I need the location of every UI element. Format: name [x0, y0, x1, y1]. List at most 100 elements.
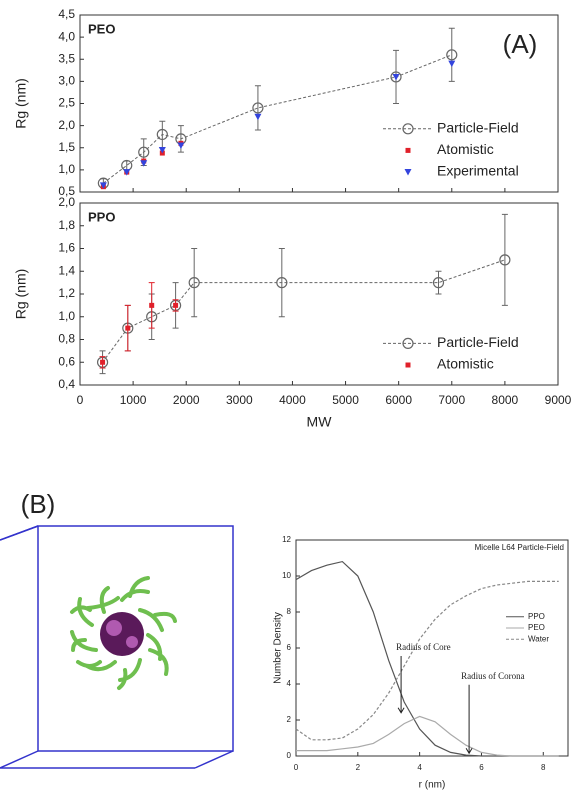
marker	[448, 60, 456, 68]
marker	[99, 182, 107, 189]
series-line	[103, 54, 452, 184]
y-tick-label: 3,0	[58, 74, 75, 88]
panel-label: (B)	[21, 489, 56, 519]
marker	[123, 169, 131, 176]
micelle-render	[0, 525, 234, 769]
chart: 0,5 1,0 1,5 2,0 2,5 3,0 3,5 4,0 4,5 PEO Rg (nm) Par…	[13, 7, 559, 198]
y-tick-label: 10	[282, 571, 291, 580]
chart-title: Micelle L64 Particle-Field	[475, 543, 564, 552]
marker	[392, 73, 400, 81]
series-line	[295, 580, 559, 741]
legend-marker	[404, 169, 412, 176]
marker	[276, 277, 288, 289]
chart-title: PPO	[88, 209, 115, 224]
annotation-arrow	[465, 684, 473, 755]
panel-label: (A)	[503, 29, 538, 59]
x-axis-label: r (nm)	[419, 780, 446, 791]
error-bar	[191, 248, 198, 318]
y-tick-label: 6	[287, 643, 292, 652]
x-tick-label: 4000	[279, 393, 306, 407]
y-tick-label: 1,6	[58, 241, 75, 255]
legend-label: Atomistic	[437, 356, 494, 372]
legend-label: PPO	[528, 612, 545, 621]
y-tick-label: 4,5	[58, 7, 75, 21]
x-tick-label: 5000	[332, 393, 359, 407]
marker	[138, 146, 150, 158]
x-tick-label: 2	[356, 763, 361, 772]
legend-label: Experimental	[437, 163, 519, 179]
x-tick-label: 2000	[173, 393, 200, 407]
y-tick-label: 2,0	[58, 195, 75, 209]
y-tick-label: 0,6	[58, 354, 75, 368]
y-tick-label: 1,0	[58, 162, 75, 176]
legend-label: Water	[528, 634, 549, 643]
annotation: Radius of Core	[396, 642, 451, 652]
annotation: Radius of Corona	[461, 671, 525, 681]
x-axis-label: MW	[307, 414, 333, 430]
marker	[158, 146, 166, 154]
error-bar	[448, 27, 455, 82]
marker	[173, 302, 179, 308]
y-tick-label: 1,2	[58, 286, 75, 300]
y-tick-label: 1,5	[58, 140, 75, 154]
y-tick-label: 1,8	[58, 218, 75, 232]
error-bar	[435, 270, 442, 295]
legend-label: PEO	[528, 623, 545, 632]
y-axis-label: Rg (nm)	[13, 78, 29, 129]
y-axis-label: Number Density	[273, 612, 284, 684]
y-tick-label: 1,4	[58, 263, 75, 277]
annotation-arrow	[397, 656, 405, 714]
legend-label: Atomistic	[437, 141, 494, 157]
marker	[140, 160, 148, 167]
y-axis-label: Rg (nm)	[13, 269, 29, 320]
legend-label: Particle-Field	[437, 334, 519, 350]
error-bar	[254, 85, 261, 131]
y-tick-label: 4,0	[58, 29, 75, 43]
marker	[252, 102, 264, 114]
y-tick-label: 0,4	[58, 377, 75, 391]
y-tick-label: 0	[287, 751, 292, 760]
marker	[100, 359, 106, 365]
y-tick-label: 3,5	[58, 51, 75, 65]
legend-label: Particle-Field	[437, 120, 519, 136]
y-tick-label: 2	[287, 715, 292, 724]
x-tick-label: 6	[479, 763, 484, 772]
series-line	[102, 259, 506, 363]
y-tick-label: 1,0	[58, 309, 75, 323]
chart-title: PEO	[88, 21, 115, 36]
marker	[149, 302, 155, 308]
error-bar	[123, 160, 130, 171]
marker	[125, 325, 131, 331]
y-tick-label: 8	[287, 607, 292, 616]
legend-marker	[405, 147, 411, 153]
marker	[390, 71, 402, 83]
x-tick-label: 4	[417, 763, 422, 772]
marker	[188, 277, 200, 289]
marker	[446, 49, 458, 61]
x-tick-label: 6000	[385, 393, 412, 407]
y-tick-label: 12	[282, 535, 291, 544]
y-tick-label: 0,8	[58, 332, 75, 346]
chart: 0 2 4 6 8 10 12 0 2 4 6 8 Micelle L64 Particle-Field…	[273, 535, 569, 791]
error-bar	[159, 120, 166, 149]
x-tick-label: 8	[541, 763, 546, 772]
x-tick-label: 3000	[226, 393, 253, 407]
chart: 0,4 0,6 0,8 1,0 1,2 1,4 1,6 1,8 2,0 0 1000 2000 3000…	[13, 195, 572, 430]
error-bar	[278, 248, 285, 318]
x-tick-label: 0	[294, 763, 299, 772]
marker	[177, 142, 185, 150]
legend-marker	[402, 123, 414, 135]
marker	[156, 128, 168, 141]
y-tick-label: 2,5	[58, 96, 75, 110]
x-tick-label: 8000	[492, 393, 519, 407]
legend-marker	[402, 337, 414, 349]
y-tick-label: 2,0	[58, 118, 75, 132]
y-tick-label: 0,5	[58, 184, 75, 198]
legend-marker	[405, 362, 411, 368]
marker	[499, 254, 511, 266]
error-bar	[501, 213, 508, 306]
series-line	[296, 715, 559, 757]
marker	[254, 113, 262, 121]
x-tick-label: 1000	[120, 393, 147, 407]
